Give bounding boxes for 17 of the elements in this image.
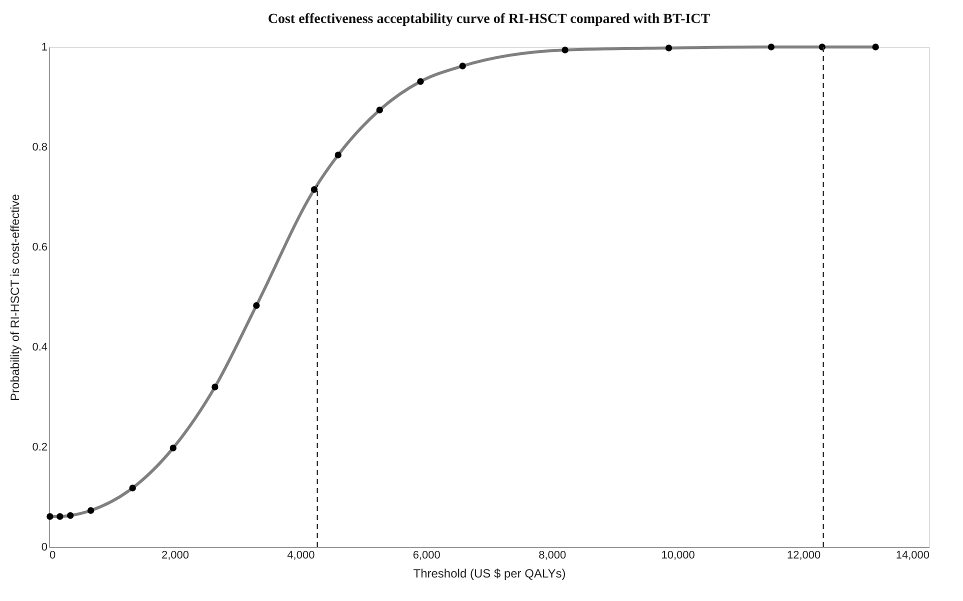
x-axis-title: Threshold (US $ per QALYs) <box>413 566 566 580</box>
x-tick-label: 0 <box>50 550 56 562</box>
x-tick-label: 4,000 <box>287 550 315 562</box>
x-tick-label: 6,000 <box>412 550 440 562</box>
y-tick-label: 0.6 <box>32 242 48 254</box>
x-tick-label: 2,000 <box>161 550 189 562</box>
chart-title: Cost effectiveness acceptability curve of RI-HSCT compared with BT-ICT <box>268 12 711 27</box>
x-tick-label: 14,000 <box>896 550 930 562</box>
x-tick-label: 10,000 <box>661 550 695 562</box>
y-axis-title: Probability of RI-HSCT is cost-effective <box>8 194 22 401</box>
y-tick-label: 0.8 <box>32 142 48 154</box>
x-tick-label: 8,000 <box>538 550 566 562</box>
y-tick-label: 0.2 <box>32 442 48 454</box>
y-tick-label: 0 <box>41 542 48 554</box>
y-tick-label: 1 <box>41 42 48 54</box>
y-tick-label: 0.4 <box>32 342 48 354</box>
x-tick-label: 12,000 <box>786 550 821 562</box>
